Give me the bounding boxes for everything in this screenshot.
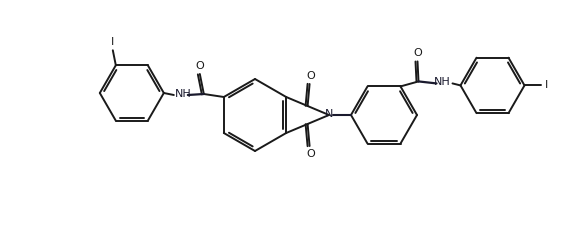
Text: N: N — [325, 109, 333, 119]
Text: I: I — [111, 37, 114, 47]
Text: I: I — [545, 80, 548, 90]
Text: O: O — [195, 61, 204, 71]
Text: NH: NH — [174, 89, 191, 99]
Text: O: O — [413, 48, 422, 58]
Text: NH: NH — [434, 77, 451, 88]
Text: O: O — [306, 149, 315, 159]
Text: O: O — [306, 71, 315, 81]
